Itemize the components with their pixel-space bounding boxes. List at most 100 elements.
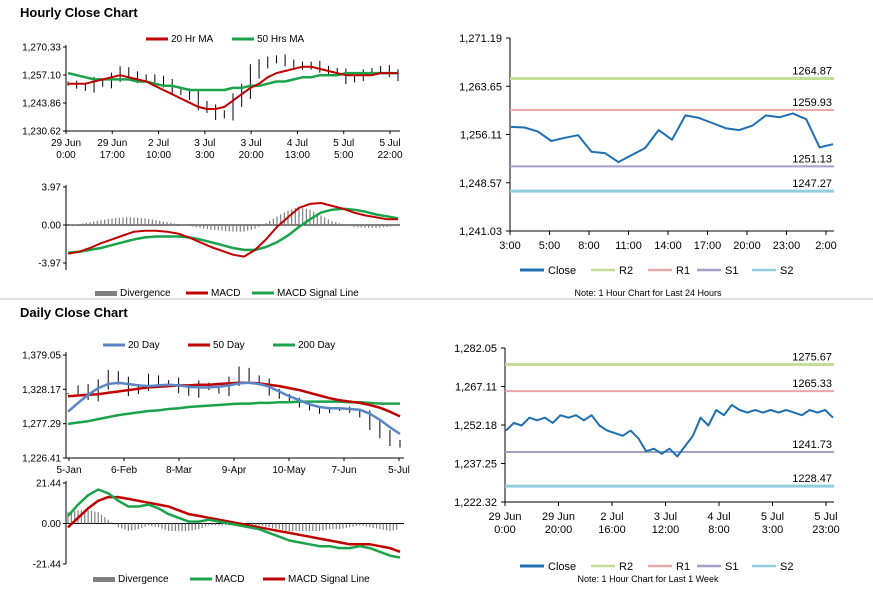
daily_levels-x-tick-date: 2 Jul bbox=[600, 511, 623, 523]
hourly_levels-legend-label: R1 bbox=[676, 265, 690, 277]
hourly-price-x-tick-time: 0:00 bbox=[56, 150, 76, 161]
hourly_levels-x-tick-label: 23:00 bbox=[773, 240, 801, 252]
hourly_levels-y-tick-label: 1,263.65 bbox=[459, 81, 502, 93]
hourly-levels-chart: 1,271.19 1,263.65 1,256.11 1,248.57 1,241.03… bbox=[459, 33, 837, 298]
hourly_levels-y-tick-label: 1,248.57 bbox=[459, 178, 502, 190]
daily-price-y-tick-label: 1,328.17 bbox=[22, 385, 61, 396]
daily_levels-x-tick-time: 12:00 bbox=[652, 524, 680, 536]
daily-macd-legend-label: MACD bbox=[215, 574, 244, 585]
hourly-20hr-ma-line bbox=[68, 65, 398, 110]
daily_levels-x-tick-time: 20:00 bbox=[545, 524, 573, 536]
hourly_levels-legend-label: S1 bbox=[725, 265, 738, 277]
daily_levels-legend-label: S1 bbox=[725, 561, 738, 573]
daily_levels-x-tick-date: 3 Jul bbox=[654, 511, 677, 523]
daily-20day-line bbox=[67, 381, 401, 436]
daily_levels-level-label-s2: 1228.47 bbox=[792, 473, 832, 485]
hourly-divergence-legend-swatch bbox=[95, 291, 117, 296]
daily-price-chart: 1,379.05 1,328.17 1,277.29 1,226.415-Jan 6-F… bbox=[22, 340, 410, 476]
daily-price-x-tick-label: 10-May bbox=[272, 465, 305, 476]
hourly-price-x-tick-date: 2 Jul bbox=[148, 138, 169, 149]
hourly-price-x-tick-time: 5:00 bbox=[334, 150, 354, 161]
daily-macd-chart: 21.44 0.00 -21.44 Divergence MACD MACD Signal… bbox=[33, 479, 404, 585]
hourly-ma20-legend-label: 20 Hr MA bbox=[171, 34, 214, 45]
hourly_levels-legend-label: Close bbox=[548, 265, 576, 277]
hourly-price-x-tick-time: 10:00 bbox=[146, 150, 171, 161]
hourly-macd-chart: 3.97 0.00 -3.97 Divergence MACD MACD Signal L… bbox=[38, 183, 400, 299]
daily_levels-x-tick-date: 5 Jul bbox=[814, 511, 837, 523]
daily-macd-line bbox=[67, 488, 401, 559]
daily-price-x-tick-label: 6-Feb bbox=[111, 465, 138, 476]
daily_levels-x-tick-time: 23:00 bbox=[812, 524, 840, 536]
daily_levels-x-tick-time: 8:00 bbox=[708, 524, 729, 536]
hourly_levels-y-tick-label: 1,256.11 bbox=[460, 130, 502, 142]
daily_levels-x-tick-date: 5 Jul bbox=[761, 511, 784, 523]
hourly_levels-y-tick-label: 1,271.19 bbox=[459, 33, 502, 45]
hourly-price-x-tick-date: 29 Jun bbox=[51, 138, 81, 149]
hourly_levels-x-tick-label: 2:00 bbox=[815, 240, 836, 252]
daily_levels-x-tick-time: 3:00 bbox=[762, 524, 783, 536]
daily-price-x-tick-label: 5-Jul bbox=[388, 465, 410, 476]
hourly_levels-x-tick-label: 3:00 bbox=[499, 240, 520, 252]
hourly_levels-legend-label: R2 bbox=[619, 265, 633, 277]
hourly-price-x-tick-date: 4 Jul bbox=[287, 138, 308, 149]
hourly-price-x-tick-date: 3 Jul bbox=[194, 138, 215, 149]
hourly-price-x-tick-time: 3:00 bbox=[195, 150, 215, 161]
hourly_levels-level-label-r2: 1264.87 bbox=[792, 65, 832, 77]
daily_levels-note: Note: 1 Hour Chart for Last 1 Week bbox=[578, 574, 719, 584]
daily_levels-legend-label: R1 bbox=[676, 561, 690, 573]
daily-divergence-legend-label: Divergence bbox=[118, 574, 169, 585]
hourly-price-y-tick-label: 1,243.86 bbox=[22, 99, 61, 110]
daily-ma50-legend-label: 50 Day bbox=[213, 340, 245, 351]
daily_levels-y-tick-label: 1,222.32 bbox=[454, 497, 497, 509]
daily-macd-signal-line bbox=[67, 495, 401, 553]
daily-macd-y-tick-label: -21.44 bbox=[33, 560, 62, 571]
hourly_levels-y-tick-label: 1,241.03 bbox=[459, 226, 502, 238]
hourly-price-x-tick-time: 20:00 bbox=[239, 150, 264, 161]
hourly_levels-x-tick-label: 17:00 bbox=[694, 240, 722, 252]
hourly_levels-level-label-s2: 1247.27 bbox=[792, 178, 832, 190]
hourly-price-y-tick-label: 1,270.33 bbox=[22, 43, 61, 54]
daily-divergence-legend-swatch bbox=[93, 577, 115, 582]
hourly_levels-x-tick-label: 11:00 bbox=[615, 240, 642, 252]
hourly-price-x-tick-date: 3 Jul bbox=[241, 138, 262, 149]
hourly-macd-y-tick-label: 0.00 bbox=[42, 221, 62, 232]
daily-50day-line bbox=[67, 381, 401, 418]
hourly-price-y-tick-label: 1,230.62 bbox=[22, 127, 61, 138]
hourly-price-x-tick-time: 22:00 bbox=[377, 150, 402, 161]
daily-price-x-tick-label: 9-Apr bbox=[222, 465, 247, 476]
daily-price-x-tick-label: 7-Jun bbox=[331, 465, 356, 476]
daily_levels-x-tick-time: 16:00 bbox=[598, 524, 626, 536]
hourly-divergence-legend-label: Divergence bbox=[120, 288, 171, 299]
hourly_levels-x-tick-label: 8:00 bbox=[578, 240, 599, 252]
hourly-price-x-tick-time: 13:00 bbox=[285, 150, 310, 161]
hourly_levels-x-tick-label: 20:00 bbox=[733, 240, 761, 252]
hourly-signal-legend-label: MACD Signal Line bbox=[277, 288, 359, 299]
hourly-price-x-tick-date: 5 Jul bbox=[379, 138, 400, 149]
daily-signal-legend-label: MACD Signal Line bbox=[288, 574, 370, 585]
daily_levels-close-line bbox=[505, 403, 834, 458]
daily_levels-legend-label: S2 bbox=[780, 561, 793, 573]
daily_levels-level-label-r1: 1265.33 bbox=[792, 378, 832, 390]
daily-ma200-legend-label: 200 Day bbox=[298, 340, 335, 351]
hourly-ma50-legend-label: 50 Hrs MA bbox=[257, 34, 305, 45]
daily_levels-level-label-s1: 1241.73 bbox=[792, 439, 832, 451]
daily-levels-chart: 1,282.05 1,267.11 1,252.18 1,237.25 1,222.32… bbox=[454, 343, 840, 584]
daily_levels-x-tick-time: 0:00 bbox=[494, 524, 515, 536]
hourly-macd-y-tick-label: 3.97 bbox=[42, 183, 62, 194]
daily-macd-y-tick-label: 0.00 bbox=[42, 519, 62, 530]
daily-price-y-tick-label: 1,277.29 bbox=[22, 419, 61, 430]
daily-200day-line bbox=[67, 400, 400, 426]
daily-macd-y-tick-label: 21.44 bbox=[36, 479, 61, 490]
hourly-price-x-tick-time: 17:00 bbox=[100, 150, 125, 161]
hourly-price-x-tick-date: 29 Jun bbox=[97, 138, 127, 149]
daily_levels-x-tick-date: 29 Jun bbox=[488, 511, 521, 523]
hourly-price-x-tick-date: 5 Jul bbox=[333, 138, 354, 149]
daily_levels-legend-label: R2 bbox=[619, 561, 633, 573]
hourly_levels-close-line bbox=[510, 112, 834, 164]
daily_levels-legend-label: Close bbox=[548, 561, 576, 573]
daily_levels-x-tick-date: 29 Jun bbox=[542, 511, 575, 523]
hourly_levels-note: Note: 1 Hour Chart for Last 24 Hours bbox=[574, 288, 722, 298]
daily-section-title: Daily Close Chart bbox=[20, 305, 128, 320]
